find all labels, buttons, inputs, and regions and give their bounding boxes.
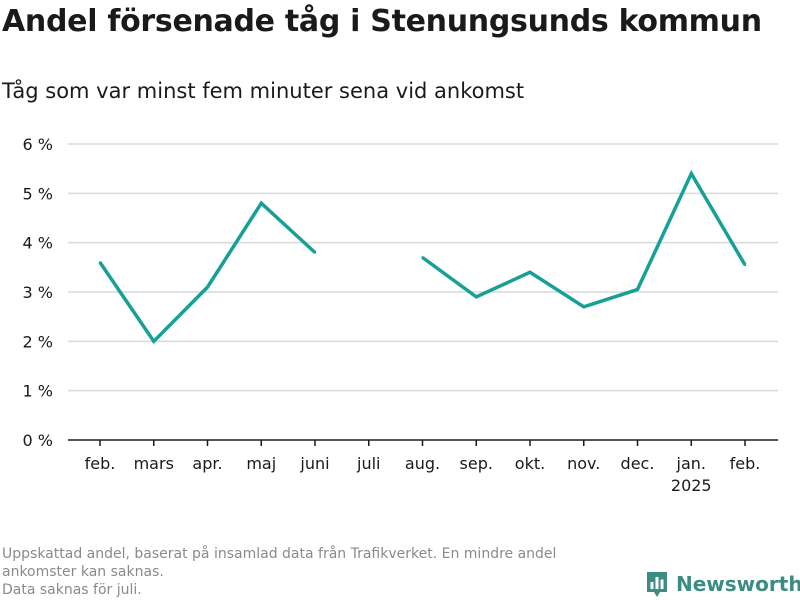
footnote-line-2: ankomster kan saknas. <box>2 564 164 580</box>
data-point <box>475 295 478 299</box>
y-tick-label: 3 % <box>23 283 53 302</box>
x-tick-label: maj <box>246 454 276 473</box>
data-point <box>636 288 639 291</box>
footnote-line-3: Data saknas för juli. <box>2 582 142 598</box>
x-tick-label: dec. <box>621 454 655 473</box>
series-line <box>98 200 317 345</box>
y-tick-label: 0 % <box>23 431 53 450</box>
x-tick-label: juni <box>299 454 329 473</box>
x-tick-label: juli <box>356 454 380 473</box>
footnote: Uppskattad andel, baserat på insamlad da… <box>2 545 642 599</box>
x-tick-label: aug. <box>405 454 440 473</box>
data-point <box>528 271 532 274</box>
brand-name: Newsworthy <box>676 572 800 596</box>
footnote-line-1: Uppskattad andel, baserat på insamlad da… <box>2 546 557 562</box>
x-tick-label: feb. <box>85 454 116 473</box>
data-point <box>98 261 102 264</box>
line-chart: 0 % 1 % 2 % 3 % 4 % 5 % 6 % feb. mars apr. maj juni… <box>23 135 778 495</box>
data-point <box>206 285 209 289</box>
y-tick-label: 1 % <box>23 382 53 401</box>
x-tick-label: okt. <box>515 454 545 473</box>
data-point <box>421 256 424 259</box>
y-tick-label: 2 % <box>23 332 53 351</box>
data-point <box>313 251 317 254</box>
data-point <box>582 305 585 308</box>
data-point <box>152 340 155 343</box>
x-tick-label: mars <box>134 454 174 473</box>
x-tick-label: jan. <box>676 454 706 473</box>
y-tick-label: 6 % <box>23 135 53 154</box>
x-tick-label: nov. <box>567 454 600 473</box>
chart-subtitle: Tåg som var minst fem minuter sena vid a… <box>2 79 525 103</box>
y-tick-label: 4 % <box>23 234 53 253</box>
data-point <box>260 202 263 205</box>
chart-title: Andel försenade tåg i Stenungsunds kommu… <box>2 4 762 39</box>
x-tick-sublabel: 2025 <box>671 476 712 495</box>
bar-chart-logo-icon <box>647 572 667 597</box>
y-tick-label: 5 % <box>23 184 53 203</box>
x-tick-label: sep. <box>460 454 493 473</box>
brand-logo: Newsworthy <box>645 570 800 598</box>
x-tick-label: feb. <box>730 454 761 473</box>
data-point <box>743 263 747 267</box>
data-point <box>690 172 693 175</box>
x-tick-label: apr. <box>192 454 222 473</box>
